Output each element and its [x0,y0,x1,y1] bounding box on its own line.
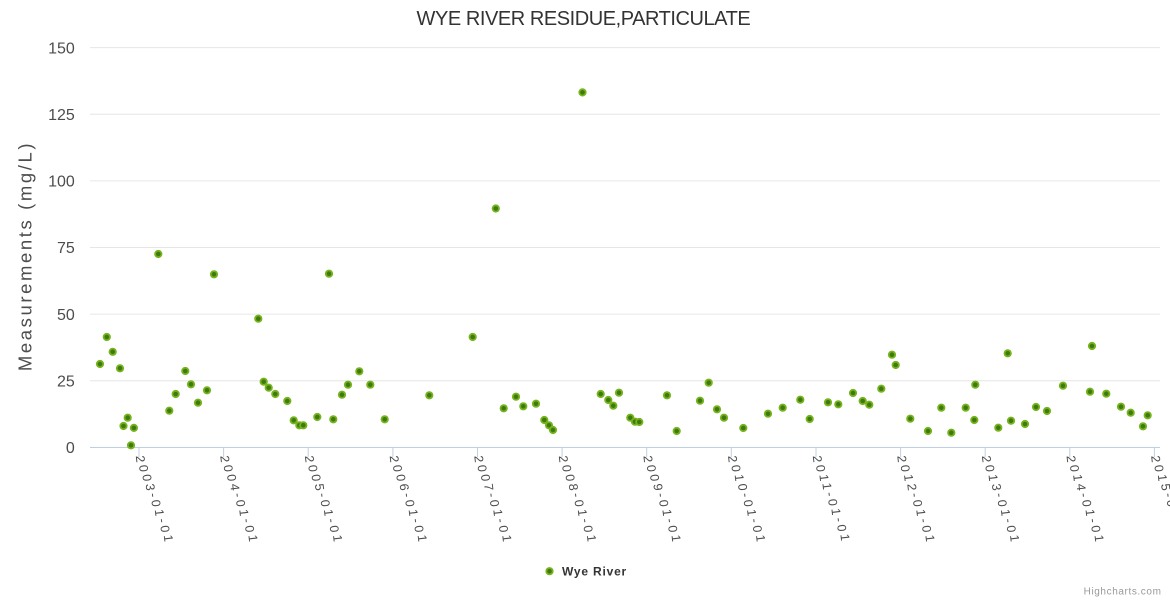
svg-text:Measurements (mg/L): Measurements (mg/L) [15,141,36,371]
svg-text:0: 0 [66,440,75,457]
svg-text:25: 25 [57,374,75,391]
svg-text:150: 150 [48,40,75,57]
svg-text:50: 50 [57,307,75,324]
svg-text:75: 75 [57,240,75,257]
svg-text:Wye River: Wye River [562,565,627,579]
svg-text:Highcharts.com: Highcharts.com [1084,587,1162,598]
svg-text:100: 100 [48,174,75,191]
svg-text:125: 125 [48,107,75,124]
svg-text:WYE RIVER RESIDUE,PARTICULATE: WYE RIVER RESIDUE,PARTICULATE [417,8,751,30]
